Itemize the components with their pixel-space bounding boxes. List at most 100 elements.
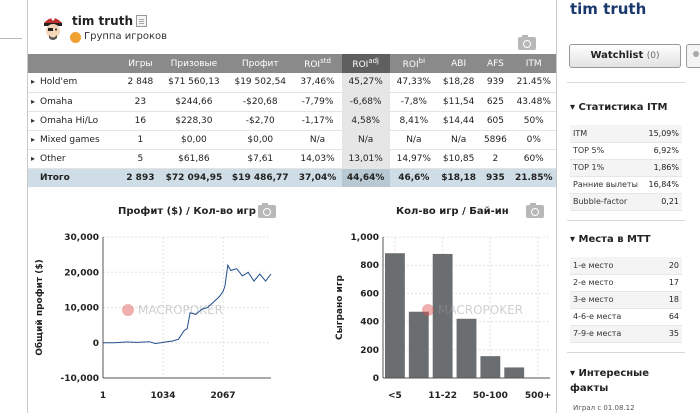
cell-roi-std: 37,46% <box>293 73 342 93</box>
bar-50-100[interactable] <box>480 356 501 378</box>
profit-series-line <box>103 263 272 345</box>
col-header-roi-adj[interactable]: ROIadj <box>341 54 390 73</box>
table-row[interactable]: Other5$61,86$7,6114,03%13,01%14,97%$10,8… <box>28 149 556 169</box>
y-axis-label: Общий профит ($) <box>34 259 45 356</box>
col-header-afs[interactable]: AFS <box>479 54 512 73</box>
camera-icon[interactable] <box>526 203 544 218</box>
bar-<5[interactable] <box>385 253 405 378</box>
col-header-roi-std[interactable]: ROIstd <box>293 54 342 73</box>
cell-name: Omaha Hi/Lo <box>28 111 121 131</box>
x-tick-label: <5 <box>388 391 402 401</box>
cell-roi-bi: 8,41% <box>389 111 438 131</box>
cell-afs: 605 <box>479 111 512 131</box>
col-header-profit[interactable]: Профит <box>227 54 294 73</box>
cell-prize: $0,00 <box>160 130 228 150</box>
buyin-chart-title: Кол-во игр / Бай-ин <box>396 206 509 217</box>
table-row[interactable]: Omaha23$244,66-$20,68-7,79%-6,68%-7,8%$1… <box>28 92 556 112</box>
cell-games: 1 <box>120 130 161 150</box>
cell-roi-adj: 4,58% <box>341 111 390 131</box>
item-label: 7-9-е места <box>570 325 657 343</box>
table-row[interactable]: Hold'em2 848$71 560,13$19 502,5437,46%45… <box>28 73 556 93</box>
item-value: 17 <box>656 274 682 292</box>
x-tick-label: 500+ <box>525 391 551 401</box>
sidebar-toggle[interactable] <box>686 44 700 68</box>
sidebar: tim truth Watchlist (0) Статистика ITM I… <box>567 0 700 413</box>
cell-games: 23 <box>120 92 161 112</box>
item-value: 6,92% <box>643 142 682 160</box>
list-item: Bubble-factor 0,21 <box>570 193 682 211</box>
cell-prize: $244,66 <box>160 92 228 112</box>
list-item: 4-6-е места 64 <box>570 308 682 326</box>
cell-prize: $71 560,13 <box>160 73 228 93</box>
bar-22-50[interactable] <box>456 318 477 378</box>
cell-profit: -$20,68 <box>227 92 294 112</box>
cell-abi: $14,44 <box>437 111 480 131</box>
col-header-name <box>28 54 121 73</box>
y-tick-label: 20,000 <box>64 268 99 278</box>
itm-stats-heading[interactable]: Статистика ITM <box>570 102 668 113</box>
camera-icon[interactable] <box>258 203 276 218</box>
item-label: ITM <box>570 125 644 143</box>
item-value: 0,21 <box>643 193 682 211</box>
facts-heading[interactable]: Интересные факты <box>570 366 670 396</box>
col-header-games[interactable]: Игры <box>120 54 161 73</box>
x-tick-label: 1034 <box>150 391 175 401</box>
item-value: 35 <box>656 325 682 343</box>
cell-roi-std: -1,17% <box>293 111 342 131</box>
table-row[interactable]: Omaha Hi/Lo16$228,30-$2,70-1,17%4,58%8,4… <box>28 111 556 131</box>
watchlist-button[interactable]: Watchlist (0) <box>569 44 681 68</box>
item-label: 3-е место <box>570 291 657 309</box>
mtt-places-table: 1-е место 20 2-е место 17 3-е место 18 4-6-е м… <box>570 257 682 343</box>
camera-icon[interactable] <box>518 35 536 50</box>
cell-prize: $228,30 <box>160 111 228 131</box>
cell-afs: 935 <box>479 168 512 187</box>
y-tick-label: 200 <box>360 346 379 356</box>
sidebar-player-name: tim truth <box>570 0 647 18</box>
list-item: ITM 15,09% <box>570 125 682 143</box>
list-item: 2-е место 17 <box>570 274 682 292</box>
player-name[interactable]: tim truth <box>72 14 134 28</box>
item-value: 18 <box>656 291 682 309</box>
cell-roi-adj: 44,64% <box>341 168 390 187</box>
item-label: Bubble-factor <box>570 193 644 211</box>
bar-100-500[interactable] <box>504 367 525 378</box>
col-header-prize[interactable]: Призовые <box>160 54 228 73</box>
cell-name: Hold'em <box>28 73 121 93</box>
item-value: 64 <box>656 308 682 326</box>
col-header-itm[interactable]: ITM <box>511 54 556 73</box>
bar-11-22[interactable] <box>432 253 453 378</box>
list-item: TOP 1% 1,86% <box>570 159 682 177</box>
mtt-places-heading[interactable]: Места в МТТ <box>570 234 651 245</box>
cell-roi-bi: 14,97% <box>389 149 438 169</box>
item-value: 15,09% <box>643 125 682 143</box>
divider <box>567 220 685 221</box>
cell-prize: $61,86 <box>160 149 228 169</box>
cell-itm: 43.48% <box>511 92 556 112</box>
list-item: 7-9-е места 35 <box>570 325 682 343</box>
item-value: 20 <box>656 257 682 275</box>
buyin-chart: 1,000 800 600 400 200 0 <5 11-22 50-100 500+ MACRO… <box>335 233 551 401</box>
bar-5-11[interactable] <box>408 311 429 378</box>
y-tick-label: -10,000 <box>61 374 99 384</box>
cell-profit: $7,61 <box>227 149 294 169</box>
stats-table: Игры Призовые Профит ROIstd ROIadj ROIbi… <box>28 54 556 187</box>
col-header-roi-bi[interactable]: ROIbi <box>389 54 438 73</box>
item-value: 1,86% <box>643 159 682 177</box>
facts-first-line: Играл с 01.08.12 <box>573 404 635 412</box>
left-panel-fragment <box>0 0 27 40</box>
item-label: Ранние вылеты <box>570 176 644 194</box>
player-group-link[interactable]: Группа игроков <box>84 31 168 42</box>
cell-games: 16 <box>120 111 161 131</box>
cell-itm: 21.45% <box>511 73 556 93</box>
svg-text:MACROPOKER: MACROPOKER <box>138 303 223 317</box>
cell-itm: 60% <box>511 149 556 169</box>
col-header-abi[interactable]: ABI <box>437 54 480 73</box>
macropoker-watermark: MACROPOKER <box>122 303 223 317</box>
cell-abi: N/a <box>437 130 480 150</box>
cell-games: 5 <box>120 149 161 169</box>
cell-roi-bi: 47,33% <box>389 73 438 93</box>
list-item: Ранние вылеты 16,84% <box>570 176 682 194</box>
x-tick-label: 1 <box>100 391 106 401</box>
document-icon[interactable] <box>136 15 147 27</box>
